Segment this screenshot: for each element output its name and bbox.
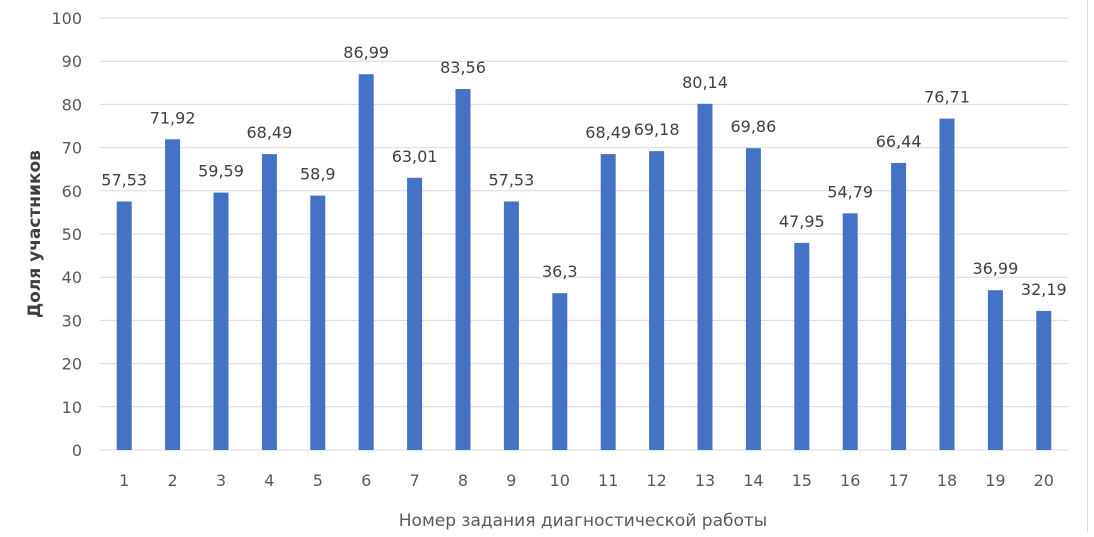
bar-9 bbox=[503, 201, 519, 450]
x-tick-label: 1 bbox=[119, 471, 129, 490]
x-axis-title: Номер задания диагностической работы bbox=[399, 511, 767, 531]
data-label: 86,99 bbox=[343, 43, 389, 62]
y-tick-label: 30 bbox=[62, 311, 82, 330]
bar-20 bbox=[1036, 310, 1052, 450]
y-tick-label: 80 bbox=[62, 95, 82, 114]
x-tick-label: 20 bbox=[1034, 471, 1054, 490]
x-tick-label: 5 bbox=[313, 471, 323, 490]
x-tick-label: 17 bbox=[888, 471, 908, 490]
x-tick-label: 15 bbox=[792, 471, 812, 490]
bar-2 bbox=[165, 139, 181, 450]
data-label: 68,49 bbox=[585, 123, 631, 142]
data-label: 47,95 bbox=[779, 212, 825, 231]
bar-10 bbox=[552, 293, 568, 450]
y-axis-ticks: 0 10 20 30 40 50 60 70 80 90 100 bbox=[51, 9, 82, 460]
bar-5 bbox=[310, 195, 326, 450]
y-axis-title: Доля участников bbox=[25, 150, 45, 318]
y-tick-label: 90 bbox=[62, 52, 82, 71]
x-tick-label: 6 bbox=[361, 471, 371, 490]
gridlines bbox=[100, 17, 1068, 451]
x-tick-label: 12 bbox=[646, 471, 666, 490]
x-tick-label: 4 bbox=[264, 471, 274, 490]
data-label: 36,3 bbox=[542, 262, 578, 281]
x-tick-label: 8 bbox=[458, 471, 468, 490]
data-label: 58,9 bbox=[300, 165, 336, 184]
bar-4 bbox=[261, 154, 277, 450]
x-tick-label: 10 bbox=[550, 471, 570, 490]
bar-14 bbox=[745, 148, 761, 450]
bars bbox=[116, 74, 1052, 451]
x-tick-label: 7 bbox=[410, 471, 420, 490]
right-edge-border bbox=[1087, 0, 1094, 532]
bar-7 bbox=[407, 177, 423, 450]
x-tick-label: 3 bbox=[216, 471, 226, 490]
x-tick-label: 13 bbox=[695, 471, 715, 490]
bar-8 bbox=[455, 89, 471, 450]
x-axis-ticks: 1 2 3 4 5 6 7 8 9 10 11 12 13 14 15 16 17 18 19 20 bbox=[119, 471, 1054, 490]
y-tick-label: 40 bbox=[62, 268, 82, 287]
data-label: 32,19 bbox=[1021, 280, 1067, 299]
x-tick-label: 11 bbox=[598, 471, 618, 490]
bar-16 bbox=[842, 213, 858, 450]
data-label: 63,01 bbox=[392, 147, 438, 166]
bar-6 bbox=[358, 74, 374, 451]
data-label: 54,79 bbox=[827, 182, 873, 201]
data-label: 57,53 bbox=[488, 170, 534, 189]
bar-13 bbox=[697, 103, 713, 450]
bar-1 bbox=[116, 201, 132, 450]
x-tick-label: 18 bbox=[937, 471, 957, 490]
y-tick-label: 70 bbox=[62, 139, 82, 158]
data-label: 57,53 bbox=[101, 170, 147, 189]
y-tick-label: 100 bbox=[51, 9, 82, 28]
data-label: 66,44 bbox=[876, 132, 922, 151]
data-label: 68,49 bbox=[246, 123, 292, 142]
bar-11 bbox=[600, 154, 616, 450]
y-tick-label: 50 bbox=[62, 225, 82, 244]
y-tick-label: 0 bbox=[72, 441, 82, 460]
x-tick-label: 16 bbox=[840, 471, 860, 490]
bar-3 bbox=[213, 192, 229, 450]
data-label: 71,92 bbox=[150, 108, 196, 127]
x-tick-label: 2 bbox=[168, 471, 178, 490]
x-tick-label: 14 bbox=[743, 471, 763, 490]
data-label: 59,59 bbox=[198, 162, 244, 181]
data-label: 36,99 bbox=[972, 259, 1018, 278]
bar-15 bbox=[794, 242, 810, 450]
data-label: 83,56 bbox=[440, 58, 486, 77]
y-tick-label: 20 bbox=[62, 355, 82, 374]
bar-12 bbox=[649, 151, 665, 450]
x-tick-label: 9 bbox=[506, 471, 516, 490]
data-label: 80,14 bbox=[682, 73, 728, 92]
x-tick-label: 19 bbox=[985, 471, 1005, 490]
data-labels: 57,53 71,92 59,59 68,49 58,9 86,99 63,01 83,56 5… bbox=[101, 43, 1066, 299]
y-tick-label: 10 bbox=[62, 398, 82, 417]
data-label: 76,71 bbox=[924, 88, 970, 107]
bar-18 bbox=[939, 118, 955, 451]
data-label: 69,18 bbox=[634, 120, 680, 139]
y-tick-label: 60 bbox=[62, 182, 82, 201]
data-label: 69,86 bbox=[730, 117, 776, 136]
bar-19 bbox=[987, 290, 1003, 450]
bar-17 bbox=[891, 162, 907, 451]
